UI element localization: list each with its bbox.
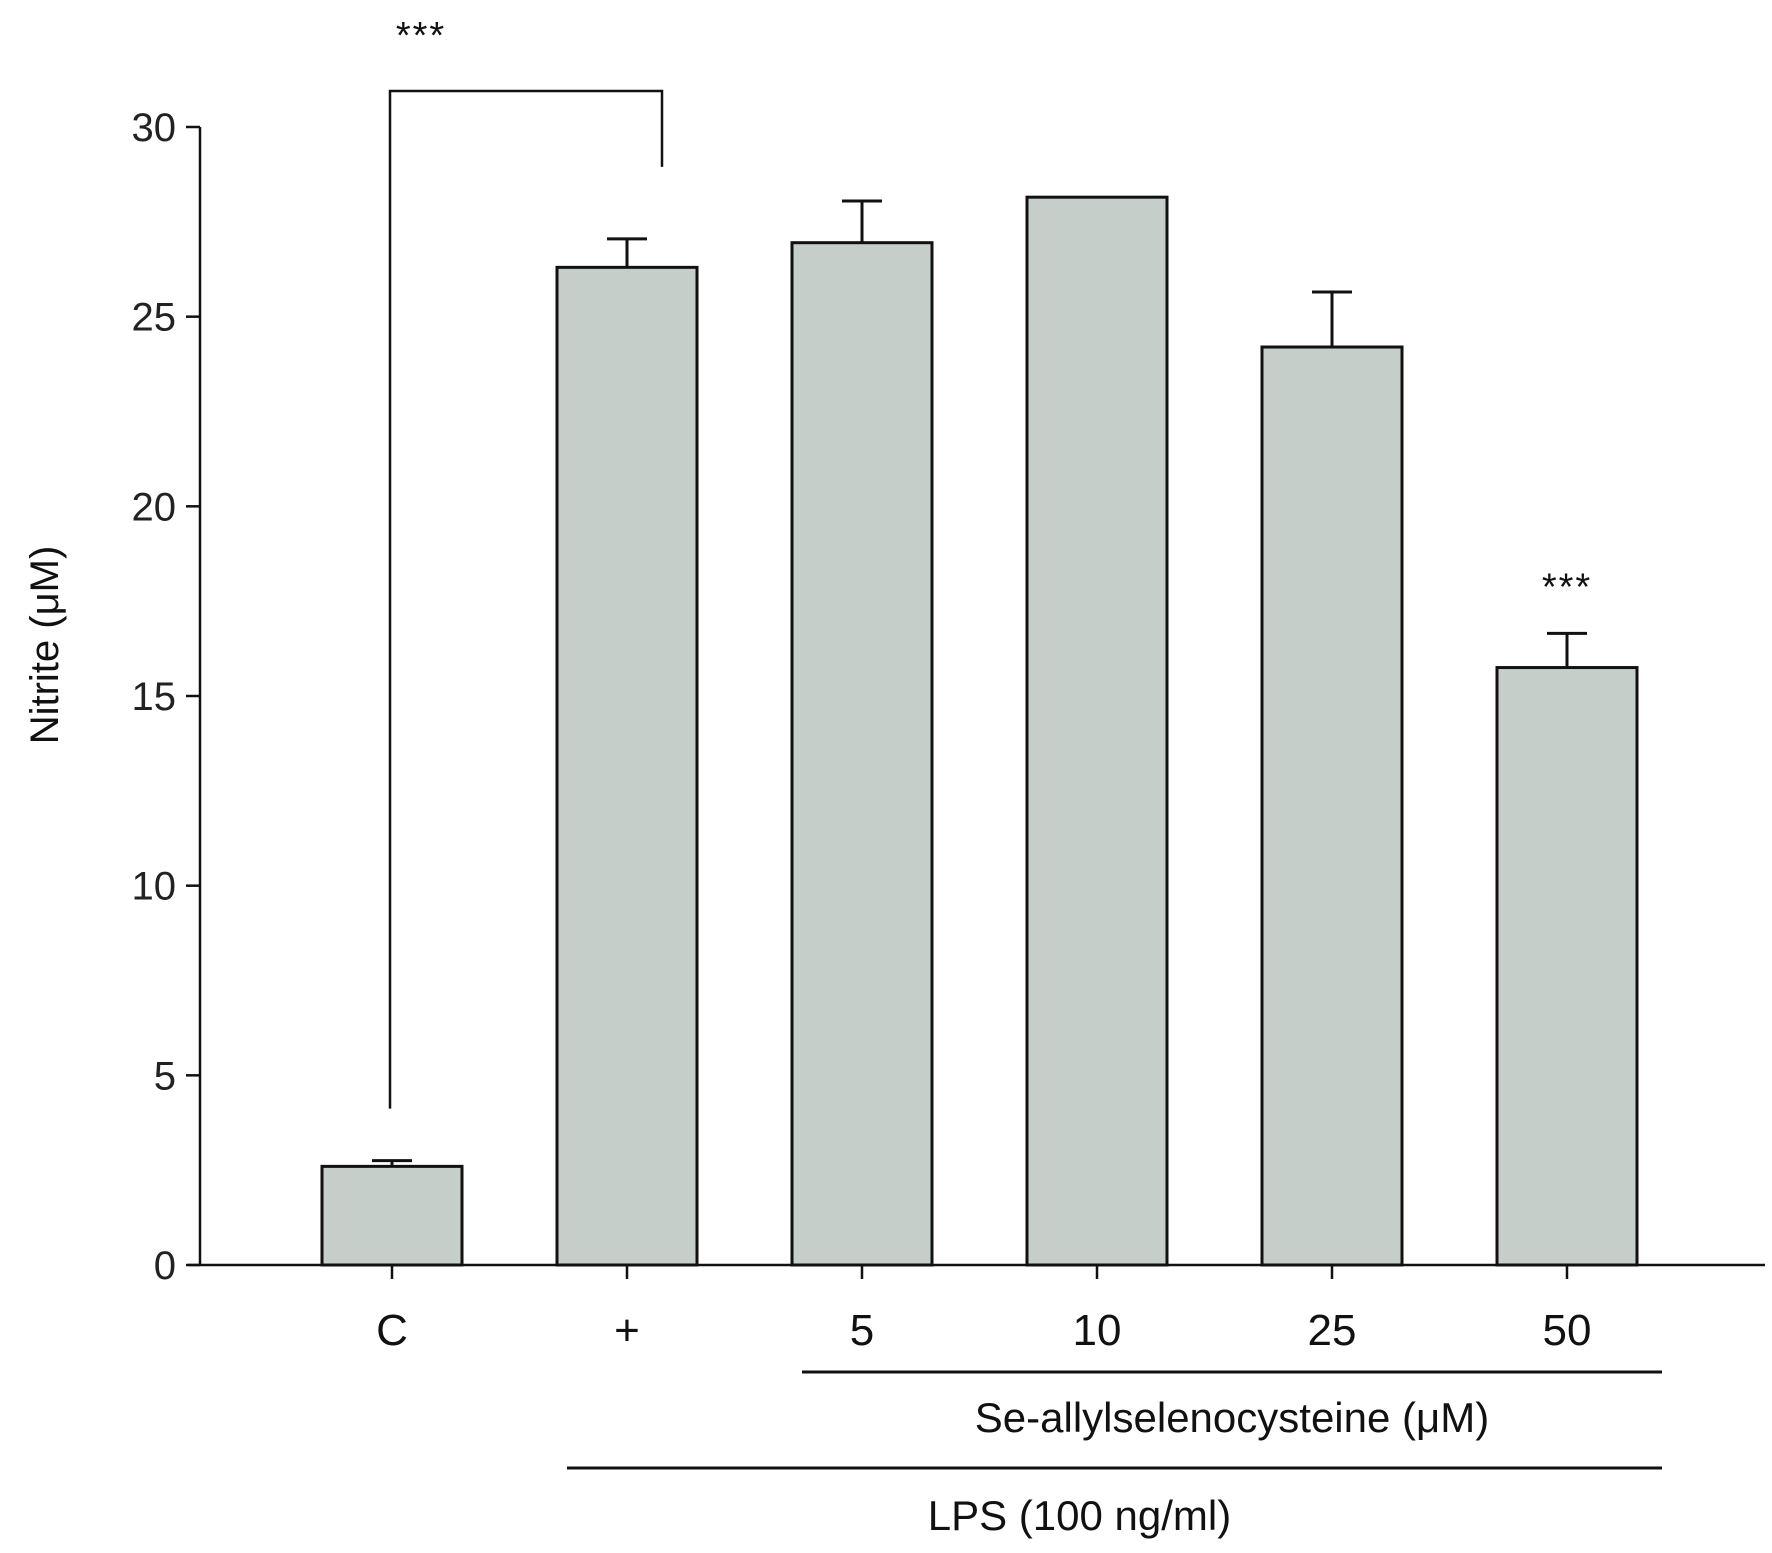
x-category-label-2: + xyxy=(614,1306,640,1355)
significance-label-bracket: *** xyxy=(396,15,446,57)
significance-bracket xyxy=(388,89,664,1109)
group-label-1: Se-allylselenocysteine (μM) xyxy=(975,1394,1489,1441)
x-category-label-6: 50 xyxy=(1543,1306,1592,1355)
bar-3 xyxy=(790,241,934,1267)
y-tick-label: 0 xyxy=(154,1244,176,1288)
y-tick-label: 15 xyxy=(132,675,177,719)
y-tick-label: 30 xyxy=(132,106,177,150)
bars xyxy=(320,195,1639,1267)
bar-1 xyxy=(320,1164,464,1267)
y-tick-label: 5 xyxy=(154,1054,176,1098)
x-category-label-1: C xyxy=(376,1306,408,1355)
bar-2 xyxy=(555,265,699,1267)
bar-4 xyxy=(1025,195,1169,1267)
bar-5 xyxy=(1260,345,1404,1267)
group-label-2: LPS (100 ng/ml) xyxy=(928,1492,1231,1539)
x-category-label-3: 5 xyxy=(850,1306,874,1355)
y-tick-label: 20 xyxy=(132,485,177,529)
y-tick-label: 25 xyxy=(132,296,177,340)
annotations: Se-allylselenocysteine (μM) LPS (100 ng/m… xyxy=(388,15,1662,1539)
y-axis-title: Nitrite (μM) xyxy=(23,546,67,745)
y-tick-label: 10 xyxy=(132,865,177,909)
axes: 0 5 10 15 20 25 30 C +5 10 25 50 xyxy=(132,106,1765,1355)
x-category-label-5: 25 xyxy=(1308,1306,1357,1355)
bar-6 xyxy=(1495,666,1639,1267)
significance-label-2: *** xyxy=(1542,566,1592,608)
x-category-label-4: 10 xyxy=(1073,1306,1122,1355)
